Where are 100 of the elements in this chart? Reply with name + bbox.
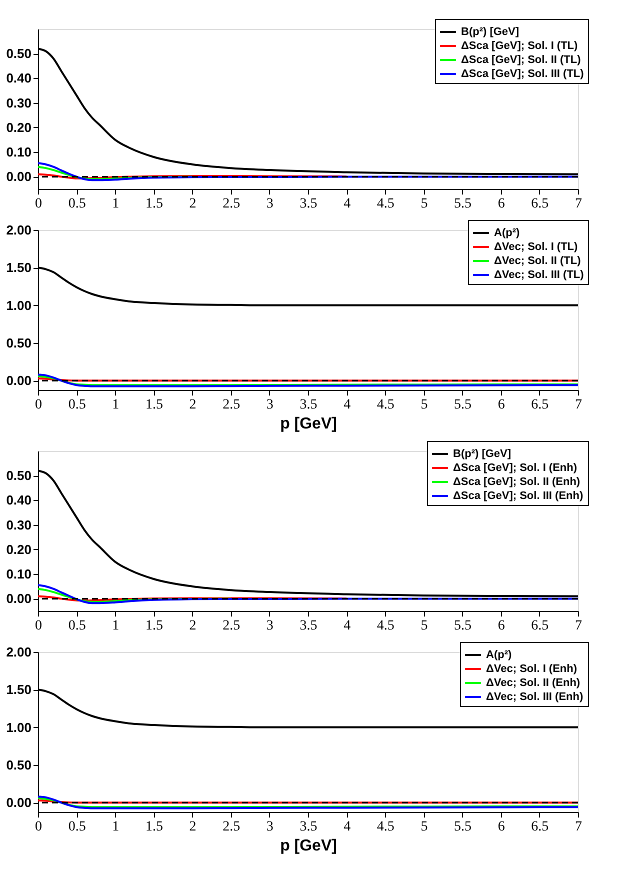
y-tick-label: 2.00 xyxy=(6,644,32,660)
x-tick-label: 7 xyxy=(575,618,582,634)
y-tick-label: 0.30 xyxy=(6,95,32,110)
x-tick-label: 4 xyxy=(344,820,351,834)
line-series xyxy=(38,166,194,180)
y-tick-label: 0.40 xyxy=(6,70,32,86)
x-tick-label: 2.5 xyxy=(222,618,240,634)
x-tick-label: 3 xyxy=(266,820,274,834)
x-tick-label: 2.5 xyxy=(222,398,240,412)
x-tick-label: 5.5 xyxy=(454,398,472,412)
y-tick-label: 0.00 xyxy=(6,795,32,810)
x-tick-label: 5 xyxy=(420,618,428,634)
y-tick-label: 0.50 xyxy=(6,468,32,484)
line-series xyxy=(38,162,578,182)
x-tick-label: 3.5 xyxy=(300,618,318,634)
x-tick-label: 6.5 xyxy=(531,398,549,412)
x-tick-label: 6 xyxy=(498,398,505,412)
x-tick-label: 1 xyxy=(112,618,120,634)
legend-label: ΔVec; Sol. I (TL) xyxy=(494,241,578,253)
legend-label: ΔVec; Sol. II (TL) xyxy=(494,255,582,267)
legend-label: ΔSca [GeV]; Sol. III (TL) xyxy=(461,68,584,80)
x-tick-label: 1.5 xyxy=(145,398,163,412)
x-tick-label: 6.5 xyxy=(531,618,549,634)
y-tick-label: 0.00 xyxy=(6,169,32,184)
x-tick-label: 0 xyxy=(35,618,42,634)
x-tick-label: 5 xyxy=(420,196,428,212)
legend-label: ΔSca [GeV]; Sol. III (Enh) xyxy=(453,490,584,502)
x-tick-label: 4.5 xyxy=(376,820,394,834)
x-tick-label: 1 xyxy=(112,820,120,834)
x-tick-label: 2 xyxy=(189,398,196,412)
x-tick-label: 6.5 xyxy=(531,196,549,212)
x-axis-title: p [GeV] xyxy=(280,416,337,432)
y-tick-label: 1.50 xyxy=(6,260,32,276)
x-tick-label: 3.5 xyxy=(300,196,318,212)
x-tick-label: 6.5 xyxy=(531,820,549,834)
y-tick-label: 1.00 xyxy=(6,298,32,313)
x-tick-label: 7 xyxy=(575,820,582,834)
y-tick-label: 0.30 xyxy=(6,517,32,532)
y-tick-label: 0.10 xyxy=(6,566,32,582)
x-tick-label: 1 xyxy=(112,196,120,212)
legend-label: ΔVec; Sol. III (Enh) xyxy=(486,691,584,703)
x-tick-label: 4 xyxy=(344,618,351,634)
x-tick-label: 0.5 xyxy=(68,618,86,634)
x-tick-label: 3 xyxy=(266,618,274,634)
x-tick-label: 3.5 xyxy=(300,398,318,412)
legend-label: ΔSca [GeV]; Sol. II (Enh) xyxy=(453,476,580,488)
y-tick-label: 0.00 xyxy=(6,591,32,606)
x-tick-label: 2.5 xyxy=(222,820,240,834)
x-tick-label: 0 xyxy=(35,820,42,834)
legend-label: B(p²) [GeV] xyxy=(453,448,512,460)
x-tick-label: 1.5 xyxy=(145,618,163,634)
x-tick-label: 2 xyxy=(189,820,196,834)
x-axis-title: p [GeV] xyxy=(280,838,337,854)
x-tick-label: 6 xyxy=(498,618,505,634)
y-tick-label: 0.50 xyxy=(6,757,32,772)
x-tick-label: 2 xyxy=(189,618,196,634)
x-tick-label: 6 xyxy=(498,196,505,212)
y-tick-label: 0.20 xyxy=(6,542,32,557)
x-tick-label: 5.5 xyxy=(454,820,472,834)
x-tick-label: 4 xyxy=(344,196,351,212)
x-tick-label: 0.5 xyxy=(68,196,86,212)
y-tick-label: 0.00 xyxy=(6,373,32,388)
x-tick-label: 4 xyxy=(344,398,351,412)
x-tick-label: 7 xyxy=(575,398,582,412)
x-tick-label: 7 xyxy=(575,196,582,212)
legend-label: B(p²) [GeV] xyxy=(461,26,520,38)
x-tick-label: 0.5 xyxy=(68,820,86,834)
legend-label: ΔSca [GeV]; Sol. I (Enh) xyxy=(453,462,578,474)
x-tick-label: 1.5 xyxy=(145,820,163,834)
legend-label: ΔVec; Sol. III (TL) xyxy=(494,269,584,281)
x-tick-label: 1.5 xyxy=(145,196,163,212)
x-tick-label: 5.5 xyxy=(454,618,472,634)
y-tick-label: 2.00 xyxy=(6,222,32,238)
y-tick-label: 0.10 xyxy=(6,144,32,160)
y-tick-label: 1.50 xyxy=(6,682,32,698)
legend-label: ΔSca [GeV]; Sol. I (TL) xyxy=(461,40,578,52)
x-tick-label: 5 xyxy=(420,398,428,412)
x-tick-label: 2.5 xyxy=(222,196,240,212)
x-tick-label: 5 xyxy=(420,820,428,834)
y-tick-label: 1.00 xyxy=(6,720,32,735)
legend-label: A(p²) xyxy=(486,649,512,661)
x-tick-label: 3 xyxy=(266,398,274,412)
x-tick-label: 0 xyxy=(35,398,42,412)
x-tick-label: 6 xyxy=(498,820,505,834)
x-tick-label: 2 xyxy=(189,196,196,212)
y-tick-label: 0.50 xyxy=(6,46,32,62)
y-tick-label: 0.20 xyxy=(6,120,32,135)
line-series xyxy=(38,584,578,604)
x-tick-label: 1 xyxy=(112,398,120,412)
x-tick-label: 3.5 xyxy=(300,820,318,834)
x-tick-label: 0.5 xyxy=(68,398,86,412)
y-tick-label: 0.40 xyxy=(6,492,32,508)
y-tick-label: 0.50 xyxy=(6,335,32,350)
x-tick-label: 5.5 xyxy=(454,196,472,212)
x-tick-label: 3 xyxy=(266,196,274,212)
x-tick-label: 4.5 xyxy=(376,618,394,634)
legend-label: A(p²) xyxy=(494,227,520,239)
legend-label: ΔSca [GeV]; Sol. II (TL) xyxy=(461,54,582,66)
x-tick-label: 4.5 xyxy=(376,196,394,212)
x-tick-label: 0 xyxy=(35,196,42,212)
